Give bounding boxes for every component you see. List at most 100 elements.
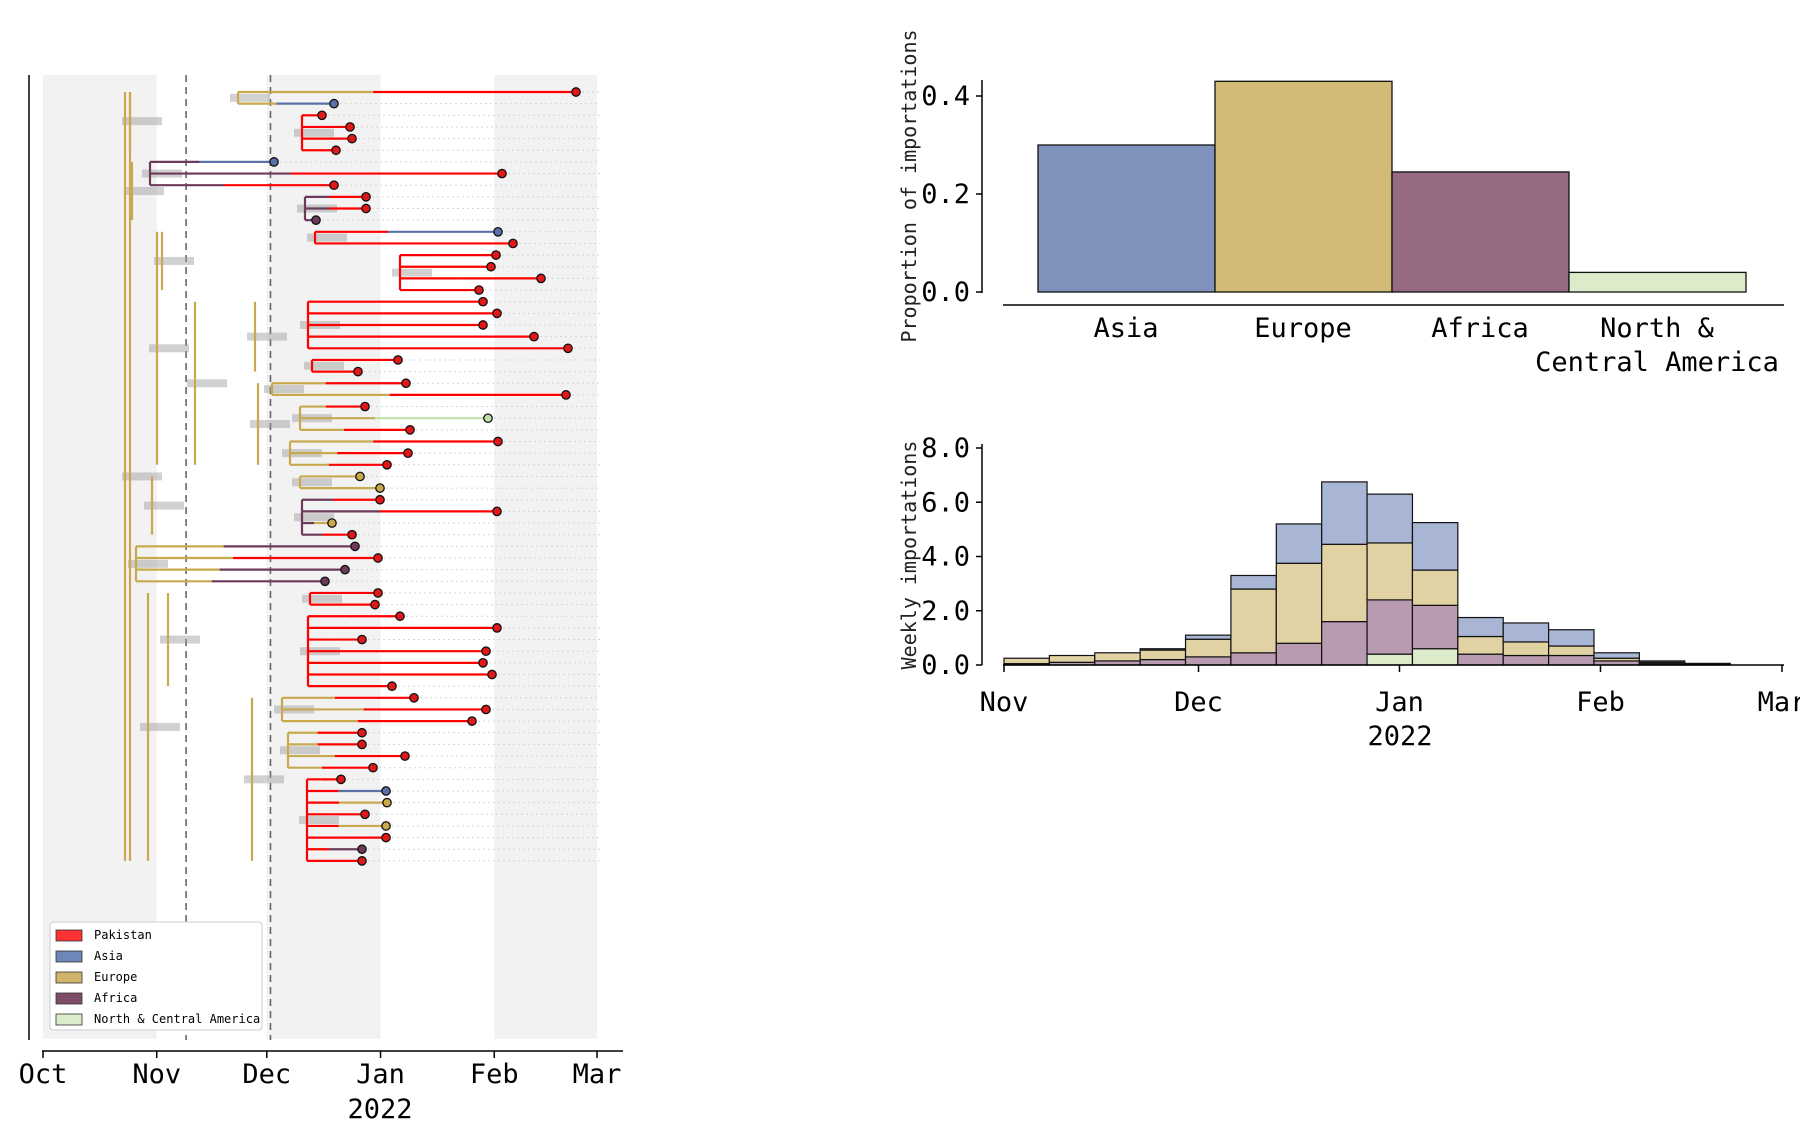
legend-swatch xyxy=(55,1013,83,1026)
weekly-bar xyxy=(1547,654,1595,666)
weekly-bar xyxy=(1547,645,1595,657)
tree-year-label: 2022 xyxy=(347,1094,412,1125)
weekly-y-tick-label: 4.0 xyxy=(921,542,970,573)
tip xyxy=(571,87,581,97)
tip xyxy=(357,856,367,866)
legend-label: North & Central America xyxy=(94,1012,260,1026)
shaded-band xyxy=(494,75,597,1039)
tip xyxy=(474,285,484,295)
proportion-chart: 0.0 0.2 0.4 Asia Europe Africa North &Central… xyxy=(897,29,1784,378)
tip xyxy=(353,366,363,377)
node-bar xyxy=(244,775,284,784)
weekly-x-ticks: Nov Dec Jan Feb Mar xyxy=(980,665,1800,718)
proportion-bars xyxy=(1037,80,1747,293)
weekly-bar xyxy=(1139,649,1187,661)
weekly-bar xyxy=(1411,569,1459,606)
weekly-y-tick-label: 0.0 xyxy=(921,650,970,681)
tip xyxy=(382,797,392,808)
weekly-bar xyxy=(1411,521,1459,571)
tip xyxy=(347,133,357,144)
weekly-x-tick-label: Dec xyxy=(1174,687,1223,718)
tip xyxy=(360,809,370,820)
node-bar xyxy=(122,472,162,481)
tip xyxy=(481,646,491,657)
weekly-bar xyxy=(1502,654,1550,666)
weekly-bar xyxy=(1684,662,1731,665)
proportion-x-tick-label: Asia xyxy=(1093,313,1158,344)
tip xyxy=(487,669,497,680)
tip xyxy=(563,343,573,354)
proportion-y-tick-label: 0.2 xyxy=(921,179,970,210)
weekly-bar xyxy=(1366,653,1414,666)
tip xyxy=(467,716,477,726)
weekly-bar xyxy=(1366,542,1414,601)
tip xyxy=(493,226,503,237)
weekly-bar xyxy=(1184,634,1232,640)
proportion-x-ticks: Asia Europe Africa North &Central America xyxy=(1093,313,1778,378)
node-bar xyxy=(294,128,334,137)
node-bar xyxy=(140,722,180,731)
tip xyxy=(381,786,391,796)
weekly-year-label: 2022 xyxy=(1367,721,1432,752)
tip xyxy=(478,657,488,668)
weekly-bar xyxy=(1593,652,1640,659)
node-bar xyxy=(128,559,168,568)
tree-x-tick-label: Oct xyxy=(19,1059,68,1090)
tip xyxy=(269,157,279,167)
tip xyxy=(483,413,493,424)
node-bar xyxy=(154,256,194,265)
proportion-y-label: Proportion of importations xyxy=(897,29,921,342)
tip xyxy=(400,751,410,761)
weekly-chart: 0.0 2.0 4.0 6.0 8.0 Nov Dec Jan Feb Mar 2022 Wee… xyxy=(897,433,1800,752)
weekly-y-tick-label: 2.0 xyxy=(921,596,970,627)
node-bar xyxy=(307,233,347,242)
proportion-x-tick-label: Central America xyxy=(1535,347,1779,378)
tip xyxy=(395,611,405,622)
proportion-bar xyxy=(1391,171,1570,293)
tip xyxy=(492,506,502,517)
tip xyxy=(311,215,321,225)
node-bar xyxy=(247,332,287,341)
weekly-bar xyxy=(1094,652,1141,662)
weekly-bar xyxy=(1321,481,1368,545)
node-bar xyxy=(299,816,339,825)
tree-x-tick-label: Mar xyxy=(573,1059,622,1090)
node-bar xyxy=(187,379,227,388)
tip xyxy=(486,261,496,272)
proportion-bar xyxy=(1037,144,1216,293)
tip xyxy=(357,739,367,750)
weekly-bar xyxy=(1366,599,1414,655)
weekly-x-tick-label: Mar xyxy=(1758,687,1800,718)
tip xyxy=(382,459,392,470)
weekly-y-label: Weekly importations xyxy=(897,441,921,670)
weekly-bar xyxy=(1547,629,1595,647)
weekly-bar xyxy=(1457,616,1504,638)
node-bar xyxy=(294,513,334,522)
tip xyxy=(401,378,411,389)
tip xyxy=(561,390,571,400)
tip xyxy=(329,98,339,109)
weekly-bar xyxy=(1275,562,1323,644)
tip xyxy=(529,331,539,342)
weekly-bar xyxy=(1275,523,1323,564)
tip xyxy=(375,483,385,493)
tip xyxy=(403,448,413,458)
legend-label: Asia xyxy=(94,949,123,963)
tip xyxy=(393,355,403,365)
weekly-bar xyxy=(1366,493,1414,544)
weekly-y-tick-label: 8.0 xyxy=(921,433,970,464)
weekly-bar xyxy=(1502,641,1550,657)
weekly-bar xyxy=(1139,658,1187,666)
weekly-x-tick-label: Nov xyxy=(980,687,1029,718)
tip xyxy=(478,296,488,307)
proportion-bar xyxy=(1214,80,1393,293)
tip xyxy=(373,588,383,598)
tip xyxy=(368,762,378,773)
weekly-bar xyxy=(1230,588,1277,654)
weekly-bar xyxy=(1275,642,1323,666)
tree-branches xyxy=(123,90,576,863)
weekly-x-tick-label: Jan xyxy=(1375,687,1424,718)
legend-swatch xyxy=(55,992,83,1005)
tip xyxy=(357,727,367,738)
